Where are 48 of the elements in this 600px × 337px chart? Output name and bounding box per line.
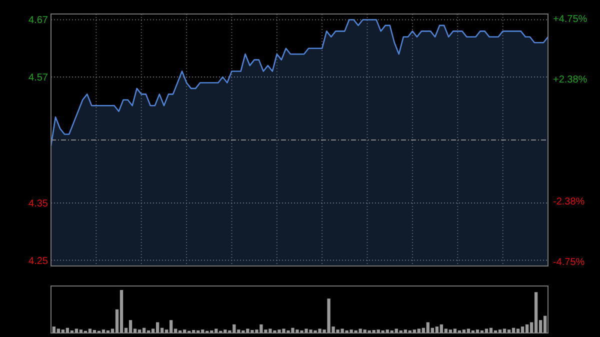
- bar: [448, 330, 452, 333]
- bar: [52, 326, 56, 333]
- y-tick-label: 4.67: [28, 15, 48, 26]
- bar: [471, 330, 475, 333]
- bar: [128, 320, 132, 333]
- bar: [138, 330, 142, 333]
- bar: [484, 328, 488, 333]
- bar: [70, 330, 74, 333]
- bar: [66, 328, 70, 333]
- bar: [444, 328, 448, 333]
- y2-tick-label: -2.38%: [553, 196, 585, 208]
- y2-tick-label: +2.38%: [553, 74, 588, 86]
- bar: [498, 330, 502, 333]
- bar: [92, 330, 96, 333]
- bar: [494, 330, 498, 333]
- bar: [142, 328, 146, 333]
- bar: [525, 324, 529, 333]
- bar: [79, 330, 83, 333]
- bar: [534, 292, 538, 333]
- bar: [61, 330, 65, 333]
- bar: [74, 328, 78, 333]
- y-tick-label: 4.57: [28, 72, 48, 84]
- bar: [507, 330, 511, 333]
- bar: [516, 328, 520, 333]
- y-tick-label: 4.25: [28, 256, 48, 267]
- bar: [466, 328, 470, 333]
- bar: [106, 330, 110, 333]
- y-tick-label: 4.35: [28, 198, 48, 210]
- bar: [458, 330, 462, 333]
- bar: [146, 330, 150, 333]
- bar: [435, 326, 439, 333]
- bar: [120, 290, 124, 333]
- bar: [102, 330, 106, 333]
- bar: [502, 328, 506, 333]
- bar: [88, 328, 92, 333]
- bar: [56, 328, 60, 333]
- bar: [440, 324, 444, 333]
- bar: [520, 326, 524, 333]
- bar: [462, 330, 466, 333]
- bar: [156, 322, 160, 333]
- y2-tick-label: +4.75%: [553, 14, 588, 26]
- bar: [543, 316, 547, 333]
- y2-tick-label: -4.75%: [553, 256, 585, 268]
- bar: [480, 330, 484, 333]
- bar: [512, 328, 516, 333]
- bar: [453, 328, 457, 333]
- bar: [476, 330, 480, 333]
- bar: [489, 328, 493, 333]
